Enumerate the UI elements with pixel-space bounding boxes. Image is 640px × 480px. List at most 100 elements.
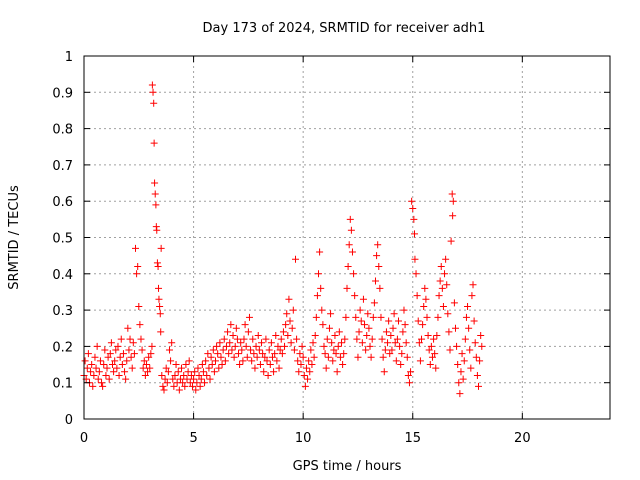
data-point	[430, 335, 438, 343]
data-point	[245, 313, 253, 321]
data-point	[323, 335, 331, 343]
data-point	[187, 371, 195, 379]
data-point	[363, 332, 371, 340]
data-point	[157, 328, 165, 336]
data-point	[133, 270, 141, 278]
data-point	[436, 277, 444, 285]
data-point	[127, 353, 135, 361]
data-point	[273, 357, 281, 365]
data-point	[191, 368, 199, 376]
data-point	[291, 255, 299, 263]
grid-lines	[84, 56, 610, 419]
data-point	[362, 346, 370, 354]
data-point	[151, 190, 159, 198]
data-point	[226, 339, 234, 347]
data-point	[374, 241, 382, 249]
data-point	[297, 361, 305, 369]
data-point	[126, 335, 134, 343]
data-point	[113, 364, 121, 372]
data-point	[88, 361, 96, 369]
data-point	[258, 339, 266, 347]
data-point	[206, 375, 214, 383]
data-point	[192, 386, 200, 394]
data-point	[335, 328, 343, 336]
data-point	[141, 371, 149, 379]
data-point	[375, 263, 383, 271]
data-point	[237, 339, 245, 347]
data-point	[222, 342, 230, 350]
data-point	[334, 342, 342, 350]
data-point	[225, 350, 233, 358]
data-point	[296, 350, 304, 358]
data-point	[342, 313, 350, 321]
data-point	[450, 299, 458, 307]
plot-frame	[83, 55, 611, 420]
data-point	[198, 361, 206, 369]
data-point	[142, 361, 150, 369]
data-point	[454, 361, 462, 369]
data-point	[160, 386, 168, 394]
data-point	[272, 332, 280, 340]
data-point	[204, 350, 212, 358]
data-point	[199, 368, 207, 376]
data-point	[311, 332, 319, 340]
x-tick-label: 20	[514, 431, 531, 446]
data-point	[271, 350, 279, 358]
data-point	[299, 353, 307, 361]
x-tick-label: 0	[80, 431, 88, 446]
data-point	[112, 346, 120, 354]
data-point	[159, 382, 167, 390]
data-point	[194, 364, 202, 372]
data-point	[215, 364, 223, 372]
data-point	[351, 292, 359, 300]
data-point	[99, 382, 107, 390]
data-point	[242, 342, 250, 350]
data-point	[310, 353, 318, 361]
data-point	[100, 361, 108, 369]
data-point	[475, 382, 482, 390]
data-point	[414, 317, 422, 325]
data-point	[346, 215, 354, 223]
data-point	[117, 335, 125, 343]
data-point	[163, 379, 171, 387]
data-point	[103, 364, 111, 372]
data-point	[213, 342, 221, 350]
data-point	[444, 310, 452, 318]
y-tick-label: 0.2	[52, 340, 73, 355]
data-point	[180, 371, 188, 379]
data-point	[188, 382, 196, 390]
data-point	[379, 353, 387, 361]
data-point	[449, 197, 457, 205]
y-tick-label: 0	[65, 413, 73, 428]
data-point	[228, 346, 236, 354]
data-point	[94, 375, 102, 383]
data-point	[300, 371, 308, 379]
data-point	[154, 263, 162, 271]
y-tick-label: 0.9	[52, 86, 73, 101]
data-point	[174, 368, 182, 376]
data-point	[261, 353, 269, 361]
data-point	[478, 342, 486, 350]
data-point	[387, 332, 395, 340]
data-point	[340, 350, 348, 358]
data-point	[412, 270, 420, 278]
data-point	[304, 375, 312, 383]
data-point	[400, 306, 408, 314]
data-point	[119, 350, 127, 358]
data-point	[216, 339, 224, 347]
data-point	[101, 346, 109, 354]
data-point	[135, 302, 143, 310]
data-point	[407, 368, 415, 376]
data-point	[285, 295, 293, 303]
data-point	[151, 179, 159, 187]
data-point	[122, 375, 130, 383]
data-point	[185, 357, 193, 365]
data-point	[233, 335, 241, 343]
data-point	[376, 284, 384, 292]
data-point	[408, 197, 416, 205]
data-point	[413, 292, 421, 300]
data-point	[240, 335, 248, 343]
data-point	[114, 342, 122, 350]
data-point	[345, 241, 353, 249]
